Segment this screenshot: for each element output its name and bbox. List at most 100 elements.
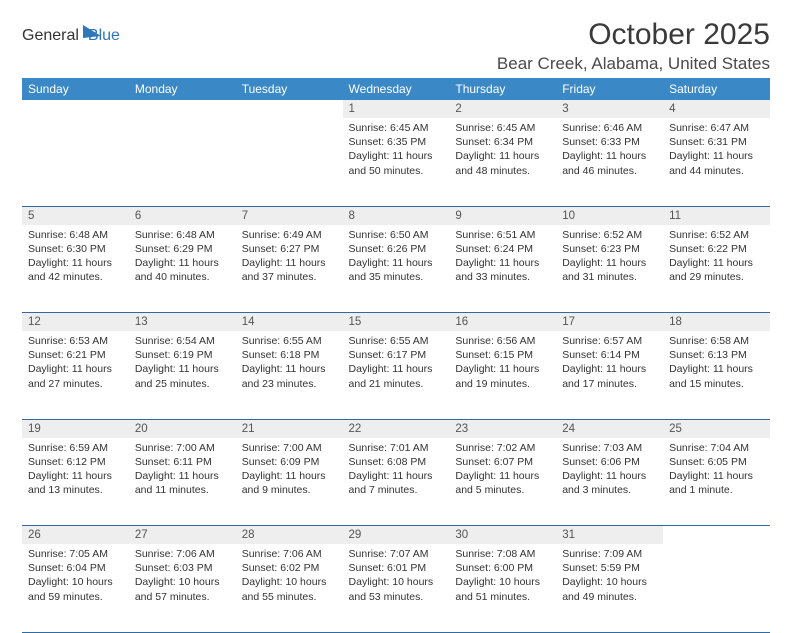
weekday-header: Monday bbox=[129, 78, 236, 100]
weekday-header: Tuesday bbox=[236, 78, 343, 100]
weekday-header: Wednesday bbox=[343, 78, 450, 100]
daylight-line: Daylight: 11 hours and 9 minutes. bbox=[242, 469, 337, 497]
daylight-line: Daylight: 11 hours and 29 minutes. bbox=[669, 256, 764, 284]
day-cell: Sunrise: 6:51 AMSunset: 6:24 PMDaylight:… bbox=[449, 225, 556, 313]
day-cell: Sunrise: 7:00 AMSunset: 6:11 PMDaylight:… bbox=[129, 438, 236, 526]
day-cell: Sunrise: 6:58 AMSunset: 6:13 PMDaylight:… bbox=[663, 331, 770, 419]
sunrise-line: Sunrise: 6:45 AM bbox=[349, 121, 444, 135]
sunrise-line: Sunrise: 6:50 AM bbox=[349, 228, 444, 242]
sunrise-line: Sunrise: 6:47 AM bbox=[669, 121, 764, 135]
daylight-line: Daylight: 11 hours and 31 minutes. bbox=[562, 256, 657, 284]
sunset-line: Sunset: 6:07 PM bbox=[455, 455, 550, 469]
sunrise-line: Sunrise: 6:52 AM bbox=[669, 228, 764, 242]
sunset-line: Sunset: 6:11 PM bbox=[135, 455, 230, 469]
sunset-line: Sunset: 6:15 PM bbox=[455, 348, 550, 362]
sunrise-line: Sunrise: 7:07 AM bbox=[349, 547, 444, 561]
daylight-line: Daylight: 11 hours and 13 minutes. bbox=[28, 469, 123, 497]
daylight-line: Daylight: 11 hours and 21 minutes. bbox=[349, 362, 444, 390]
day-number: 28 bbox=[236, 526, 343, 545]
day-cell: Sunrise: 7:00 AMSunset: 6:09 PMDaylight:… bbox=[236, 438, 343, 526]
daylight-line: Daylight: 10 hours and 55 minutes. bbox=[242, 575, 337, 603]
sunset-line: Sunset: 6:33 PM bbox=[562, 135, 657, 149]
weekday-header: Saturday bbox=[663, 78, 770, 100]
daylight-line: Daylight: 11 hours and 3 minutes. bbox=[562, 469, 657, 497]
sunset-line: Sunset: 6:29 PM bbox=[135, 242, 230, 256]
day-number-row: 1234 bbox=[22, 100, 770, 118]
weekday-header: Sunday bbox=[22, 78, 129, 100]
sunrise-line: Sunrise: 6:54 AM bbox=[135, 334, 230, 348]
day-number-row: 19202122232425 bbox=[22, 419, 770, 438]
day-number: 3 bbox=[556, 100, 663, 118]
day-number: 9 bbox=[449, 206, 556, 225]
logo-text-general: General bbox=[22, 27, 79, 45]
sunset-line: Sunset: 6:23 PM bbox=[562, 242, 657, 256]
day-number: 23 bbox=[449, 419, 556, 438]
daylight-line: Daylight: 11 hours and 37 minutes. bbox=[242, 256, 337, 284]
sunset-line: Sunset: 6:09 PM bbox=[242, 455, 337, 469]
day-cell: Sunrise: 6:50 AMSunset: 6:26 PMDaylight:… bbox=[343, 225, 450, 313]
sunset-line: Sunset: 6:08 PM bbox=[349, 455, 444, 469]
day-cell: Sunrise: 6:53 AMSunset: 6:21 PMDaylight:… bbox=[22, 331, 129, 419]
day-number bbox=[663, 526, 770, 545]
sunset-line: Sunset: 6:03 PM bbox=[135, 561, 230, 575]
sunrise-line: Sunrise: 6:52 AM bbox=[562, 228, 657, 242]
day-cell bbox=[663, 544, 770, 632]
daylight-line: Daylight: 11 hours and 7 minutes. bbox=[349, 469, 444, 497]
day-number: 1 bbox=[343, 100, 450, 118]
day-number: 21 bbox=[236, 419, 343, 438]
day-number: 2 bbox=[449, 100, 556, 118]
daylight-line: Daylight: 11 hours and 25 minutes. bbox=[135, 362, 230, 390]
day-number: 15 bbox=[343, 313, 450, 332]
daylight-line: Daylight: 10 hours and 59 minutes. bbox=[28, 575, 123, 603]
calendar-table: Sunday Monday Tuesday Wednesday Thursday… bbox=[22, 78, 770, 633]
week-row: Sunrise: 6:48 AMSunset: 6:30 PMDaylight:… bbox=[22, 225, 770, 313]
day-number: 4 bbox=[663, 100, 770, 118]
sunset-line: Sunset: 6:18 PM bbox=[242, 348, 337, 362]
sunrise-line: Sunrise: 6:59 AM bbox=[28, 441, 123, 455]
day-number: 30 bbox=[449, 526, 556, 545]
daylight-line: Daylight: 10 hours and 53 minutes. bbox=[349, 575, 444, 603]
day-number: 11 bbox=[663, 206, 770, 225]
day-number-row: 262728293031 bbox=[22, 526, 770, 545]
daylight-line: Daylight: 11 hours and 5 minutes. bbox=[455, 469, 550, 497]
header: General Blue October 2025 Bear Creek, Al… bbox=[22, 18, 770, 74]
sunrise-line: Sunrise: 7:05 AM bbox=[28, 547, 123, 561]
daylight-line: Daylight: 10 hours and 57 minutes. bbox=[135, 575, 230, 603]
day-number: 6 bbox=[129, 206, 236, 225]
week-row: Sunrise: 7:05 AMSunset: 6:04 PMDaylight:… bbox=[22, 544, 770, 632]
sunset-line: Sunset: 6:01 PM bbox=[349, 561, 444, 575]
day-number: 7 bbox=[236, 206, 343, 225]
daylight-line: Daylight: 11 hours and 33 minutes. bbox=[455, 256, 550, 284]
sunrise-line: Sunrise: 6:56 AM bbox=[455, 334, 550, 348]
daylight-line: Daylight: 11 hours and 11 minutes. bbox=[135, 469, 230, 497]
sunrise-line: Sunrise: 6:48 AM bbox=[135, 228, 230, 242]
day-cell: Sunrise: 7:04 AMSunset: 6:05 PMDaylight:… bbox=[663, 438, 770, 526]
sunrise-line: Sunrise: 7:06 AM bbox=[135, 547, 230, 561]
sunset-line: Sunset: 6:27 PM bbox=[242, 242, 337, 256]
day-cell: Sunrise: 7:09 AMSunset: 5:59 PMDaylight:… bbox=[556, 544, 663, 632]
sunrise-line: Sunrise: 6:51 AM bbox=[455, 228, 550, 242]
day-number: 29 bbox=[343, 526, 450, 545]
day-number bbox=[129, 100, 236, 118]
day-cell: Sunrise: 6:55 AMSunset: 6:18 PMDaylight:… bbox=[236, 331, 343, 419]
week-row: Sunrise: 6:53 AMSunset: 6:21 PMDaylight:… bbox=[22, 331, 770, 419]
daylight-line: Daylight: 11 hours and 23 minutes. bbox=[242, 362, 337, 390]
day-cell: Sunrise: 6:52 AMSunset: 6:23 PMDaylight:… bbox=[556, 225, 663, 313]
logo-triangle-icon bbox=[83, 23, 101, 38]
weekday-header: Friday bbox=[556, 78, 663, 100]
day-number: 5 bbox=[22, 206, 129, 225]
sunset-line: Sunset: 6:34 PM bbox=[455, 135, 550, 149]
sunrise-line: Sunrise: 7:00 AM bbox=[135, 441, 230, 455]
logo: General Blue bbox=[22, 18, 120, 47]
day-cell: Sunrise: 7:06 AMSunset: 6:03 PMDaylight:… bbox=[129, 544, 236, 632]
sunset-line: Sunset: 6:04 PM bbox=[28, 561, 123, 575]
day-cell: Sunrise: 7:05 AMSunset: 6:04 PMDaylight:… bbox=[22, 544, 129, 632]
day-number: 14 bbox=[236, 313, 343, 332]
day-cell: Sunrise: 6:59 AMSunset: 6:12 PMDaylight:… bbox=[22, 438, 129, 526]
sunset-line: Sunset: 6:14 PM bbox=[562, 348, 657, 362]
day-cell: Sunrise: 6:52 AMSunset: 6:22 PMDaylight:… bbox=[663, 225, 770, 313]
day-cell: Sunrise: 6:45 AMSunset: 6:35 PMDaylight:… bbox=[343, 118, 450, 206]
sunset-line: Sunset: 6:06 PM bbox=[562, 455, 657, 469]
day-cell bbox=[236, 118, 343, 206]
day-number: 18 bbox=[663, 313, 770, 332]
